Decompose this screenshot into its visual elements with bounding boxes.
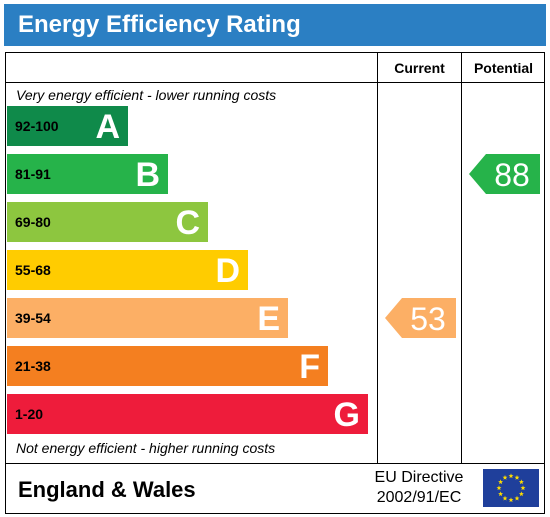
band-letter-e: E: [257, 300, 280, 338]
band-a: 92-100 A: [7, 106, 128, 146]
band-e: 39-54 E: [7, 298, 288, 338]
region-label: England & Wales: [18, 477, 196, 502]
band-range-d: 55-68: [15, 262, 51, 278]
band-bar-g: [7, 394, 368, 434]
divider-potential: [461, 52, 462, 464]
eu-star-icon: [508, 473, 514, 479]
eu-star-icon: [498, 491, 504, 497]
eu-directive-line2: 2002/91/EC: [376, 489, 462, 506]
band-bar-c: [7, 202, 208, 242]
eu-star-icon: [502, 475, 508, 480]
eu-star-icon: [514, 495, 520, 501]
title-bar: Energy Efficiency Rating: [4, 4, 546, 46]
band-b: 81-91 B: [7, 154, 168, 194]
band-range-a: 92-100: [15, 118, 59, 134]
eu-star-icon: [502, 495, 508, 501]
eu-directive: EU Directive 2002/91/EC: [360, 468, 478, 508]
current-rating-arrow-shape: [385, 298, 456, 338]
eu-star-icon: [508, 497, 514, 503]
band-letter-g: G: [334, 396, 360, 434]
band-d: 55-68 D: [7, 250, 248, 290]
band-letter-a: A: [95, 108, 120, 146]
band-bar-a: [7, 106, 128, 146]
band-letter-d: D: [215, 252, 240, 290]
eu-flag-icon: [483, 469, 539, 507]
band-c: 69-80 C: [7, 202, 208, 242]
page-title: Energy Efficiency Rating: [18, 11, 301, 38]
potential-rating-arrow-value: 88: [494, 157, 530, 193]
band-range-f: 21-38: [15, 358, 51, 374]
band-range-g: 1-20: [15, 406, 43, 422]
band-range-e: 39-54: [15, 310, 51, 326]
eu-directive-line1: EU Directive: [374, 469, 464, 486]
band-f: 21-38 F: [7, 346, 328, 386]
column-header-potential: Potential: [473, 60, 534, 76]
eu-star-icon: [498, 479, 504, 485]
band-g: 1-20 G: [7, 394, 368, 434]
rating-frame: [5, 52, 545, 514]
band-bar-d: [7, 250, 248, 290]
eu-star-icon: [514, 475, 520, 480]
header-divider: [5, 82, 545, 83]
eu-star-icon: [496, 485, 502, 491]
band-range-b: 81-91: [15, 166, 51, 182]
current-rating-arrow: 53: [385, 298, 456, 338]
potential-rating-arrow-shape: [469, 154, 540, 194]
column-header-current: Current: [394, 60, 445, 76]
potential-rating-arrow: 88: [469, 154, 540, 194]
band-bar-b: [7, 154, 168, 194]
band-letter-c: C: [175, 204, 200, 242]
footer-divider: [5, 463, 545, 464]
bottom-caption: Not energy efficient - higher running co…: [16, 440, 276, 456]
band-letter-f: F: [299, 348, 320, 386]
eu-star-icon: [518, 479, 524, 485]
band-bar-e: [7, 298, 288, 338]
eu-star-icon: [518, 491, 524, 497]
eu-star-icon: [520, 485, 526, 491]
band-range-c: 69-80: [15, 214, 51, 230]
band-bar-f: [7, 346, 328, 386]
divider-current: [377, 52, 378, 464]
band-letter-b: B: [135, 156, 160, 194]
top-caption: Very energy efficient - lower running co…: [16, 87, 277, 103]
current-rating-arrow-value: 53: [410, 301, 446, 337]
